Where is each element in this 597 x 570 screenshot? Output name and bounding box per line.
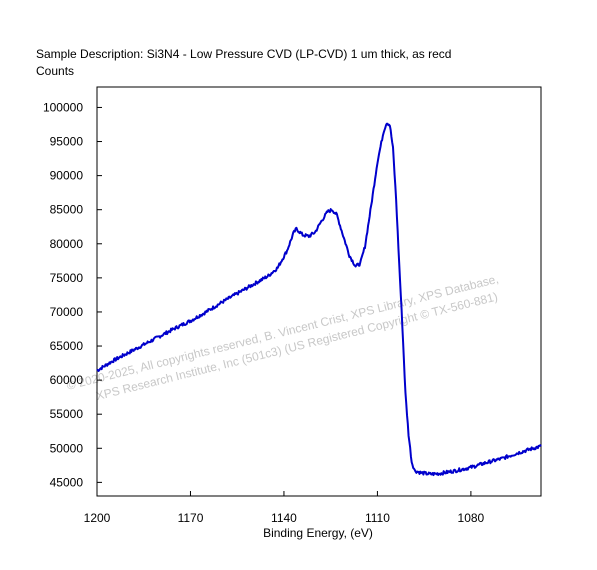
y-tick-label: 100000 — [43, 100, 83, 114]
watermark-line-1: © 2020-2025, All copyrights reserved, B.… — [65, 272, 500, 393]
y-tick-label: 80000 — [50, 237, 84, 251]
x-axis-label: Binding Energy, (eV) — [263, 526, 373, 540]
y-tick-label: 45000 — [50, 475, 84, 489]
y-tick-label: 70000 — [50, 305, 84, 319]
x-tick-label: 1170 — [178, 511, 204, 525]
series-layer — [96, 122, 542, 477]
y-tick-label: 90000 — [50, 169, 84, 183]
y-tick-label: 75000 — [50, 271, 84, 285]
spectrum-series-line — [96, 122, 542, 477]
y-tick-label: 60000 — [50, 373, 84, 387]
plot-frame — [96, 86, 542, 497]
y-axis-label: Counts — [36, 64, 75, 78]
y-tick-label: 55000 — [50, 407, 84, 421]
x-tick-label: 1110 — [365, 511, 390, 525]
watermark-line-2: XPS Research Institute, Inc (501c3) (US … — [95, 289, 500, 403]
y-tick-label: 85000 — [50, 203, 84, 217]
y-tick-label: 65000 — [50, 339, 84, 353]
x-tick-label: 1200 — [84, 511, 111, 525]
y-tick-label: 95000 — [50, 135, 84, 149]
x-tick-label: 1080 — [458, 511, 485, 525]
y-tick-label: 50000 — [50, 441, 84, 455]
copyright-watermark: © 2020-2025, All copyrights reserved, B.… — [65, 272, 500, 403]
axis-ticks: 45000 50000 55000 60000 65000 70000 75000 80000… — [43, 100, 485, 525]
x-tick-label: 1140 — [271, 511, 297, 525]
chart-title: Sample Description: Si3N4 - Low Pressure… — [36, 47, 452, 61]
